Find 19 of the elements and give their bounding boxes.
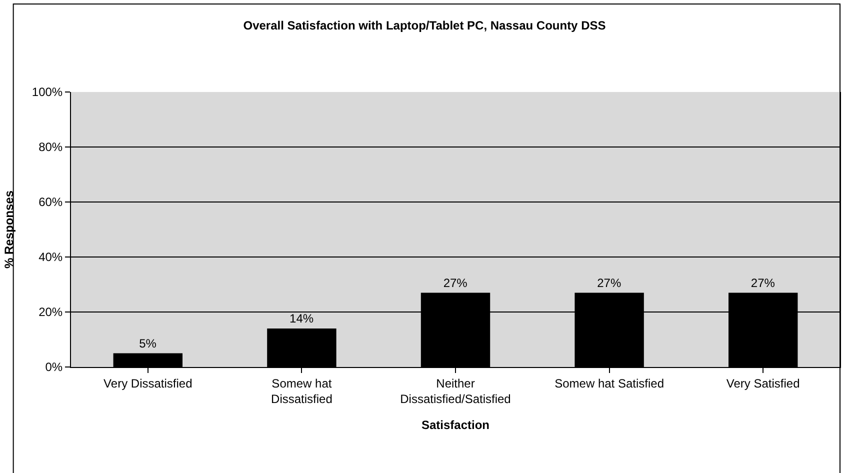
data-label: 5%	[139, 336, 157, 350]
x-tick-label: Neither Dissatisfied/Satisfied	[400, 376, 511, 406]
data-label: 27%	[597, 276, 622, 290]
x-tick-label: Somew hat Dissatisfied	[271, 376, 332, 406]
chart-title: Overall Satisfaction with Laptop/Tablet PC, Nassau County DSS	[243, 18, 606, 33]
y-axis-title: % Responses	[2, 190, 16, 269]
y-tick-label: 0%	[45, 360, 63, 374]
x-tick-label: Very Satisfied	[726, 376, 800, 390]
y-tick-label: 80%	[38, 140, 63, 154]
x-tick-label: Very Dissatisfied	[104, 376, 192, 390]
y-tick-label: 20%	[38, 305, 63, 320]
x-tick-label: Somew hat Satisfied	[554, 376, 664, 390]
x-axis-title: Satisfaction	[421, 418, 490, 432]
data-label: 27%	[443, 276, 468, 290]
y-tick-label: 60%	[38, 195, 63, 210]
y-tick-label: 40%	[38, 250, 63, 264]
data-label: 14%	[290, 312, 314, 326]
data-label: 27%	[750, 276, 776, 290]
y-tick-label: 100%	[32, 85, 63, 100]
